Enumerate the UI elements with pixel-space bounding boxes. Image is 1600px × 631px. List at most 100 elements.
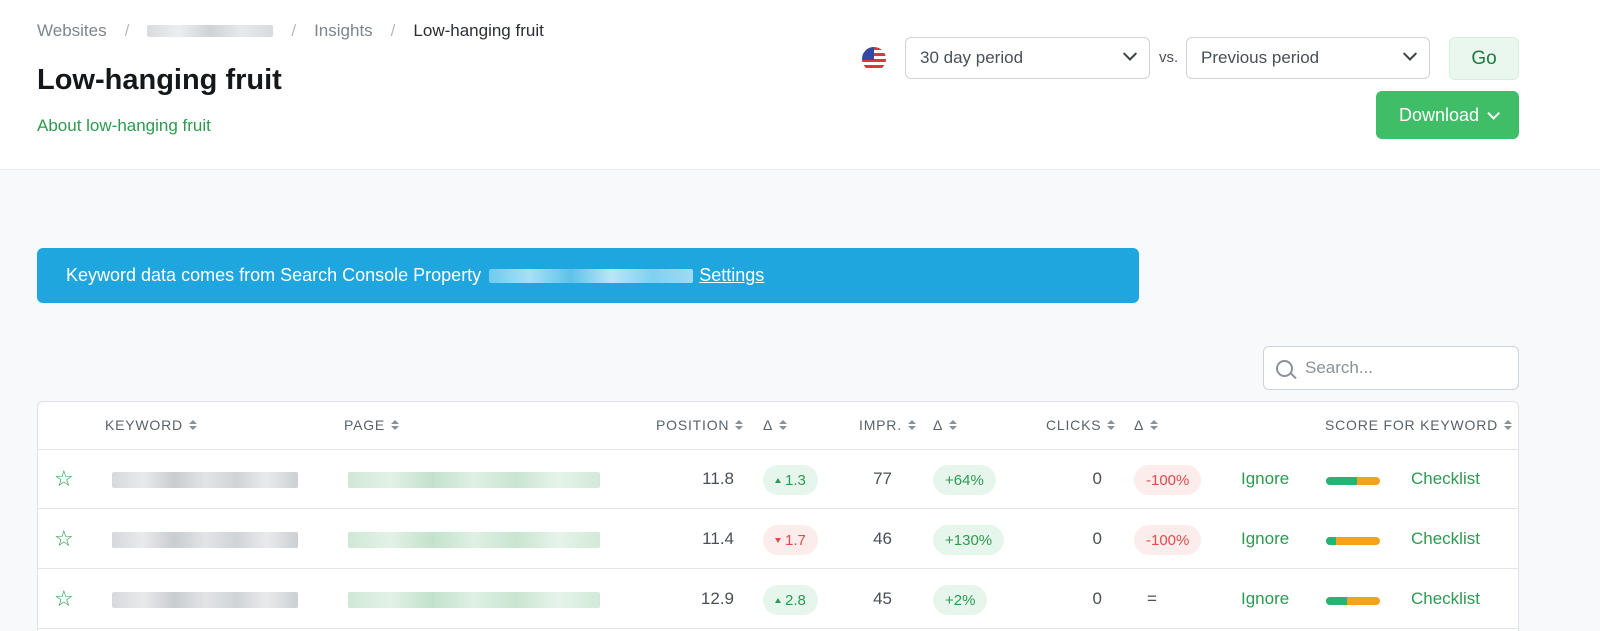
period-select[interactable]: 30 day period xyxy=(905,37,1150,79)
compare-select[interactable]: Previous period xyxy=(1186,37,1430,79)
column-header-clicks-delta-label: Δ xyxy=(1134,417,1145,433)
go-button[interactable]: Go xyxy=(1449,37,1519,80)
position-delta-badge: 1.7 xyxy=(763,525,818,555)
breadcrumb-separator: / xyxy=(390,21,396,40)
position-value: 12.9 xyxy=(700,589,734,608)
column-header-clicks[interactable]: CLICKS xyxy=(1046,417,1116,433)
keyword-cell-redacted xyxy=(112,472,298,488)
column-header-impressions-delta[interactable]: Δ xyxy=(933,417,958,433)
score-bar xyxy=(1326,537,1380,545)
position-delta-badge: 2.8 xyxy=(763,585,818,615)
position-delta-badge: 1.3 xyxy=(763,465,818,495)
column-header-position-delta[interactable]: Δ xyxy=(763,417,788,433)
page-title: Low-hanging fruit xyxy=(37,64,282,96)
sort-icon xyxy=(907,420,916,430)
vs-label: vs. xyxy=(1159,49,1179,66)
impressions-delta-badge: +2% xyxy=(933,585,988,615)
period-select-value: 30 day period xyxy=(920,48,1024,67)
sort-icon xyxy=(188,420,197,430)
star-icon[interactable]: ☆ xyxy=(54,526,74,551)
banner-settings-link[interactable]: Settings xyxy=(699,265,765,285)
column-header-keyword-label: KEYWORD xyxy=(105,417,183,433)
page-cell-redacted[interactable] xyxy=(348,592,600,608)
score-bar-fill xyxy=(1326,477,1358,485)
chevron-down-icon xyxy=(1487,106,1501,120)
arrow-down-icon xyxy=(775,537,781,543)
position-value: 11.4 xyxy=(702,529,734,548)
clicks-delta-badge: -100% xyxy=(1134,525,1202,555)
download-button-label: Download xyxy=(1398,104,1480,125)
clicks-value: 0 xyxy=(1092,589,1102,608)
column-header-page-label: PAGE xyxy=(344,417,386,433)
sort-icon xyxy=(779,420,788,430)
search-icon xyxy=(1276,359,1293,377)
chevron-down-icon xyxy=(1122,46,1138,61)
sort-icon xyxy=(1107,420,1116,430)
column-header-impressions[interactable]: IMPR. xyxy=(859,417,916,433)
star-icon[interactable]: ☆ xyxy=(54,466,74,491)
search-input[interactable] xyxy=(1305,358,1505,378)
us-flag-icon[interactable] xyxy=(862,47,886,71)
clicks-delta-value: = xyxy=(1147,589,1157,608)
breadcrumb-websites-link[interactable]: Websites xyxy=(37,21,107,40)
position-value: 11.8 xyxy=(702,469,734,488)
about-link[interactable]: About low-hanging fruit xyxy=(37,116,211,135)
star-icon[interactable]: ☆ xyxy=(54,586,74,611)
column-header-score[interactable]: SCORE FOR KEYWORD xyxy=(1325,417,1513,433)
page-cell-redacted[interactable] xyxy=(348,472,600,488)
score-bar xyxy=(1326,597,1380,605)
page-header: Websites / / Insights / Low-hanging frui… xyxy=(0,0,1600,170)
column-header-score-label: SCORE FOR KEYWORD xyxy=(1325,417,1499,433)
column-header-page[interactable]: PAGE xyxy=(344,417,400,433)
ignore-link[interactable]: Ignore xyxy=(1241,469,1290,488)
chevron-down-icon xyxy=(1402,46,1418,61)
impressions-value: 45 xyxy=(873,589,892,608)
breadcrumb-insights-link[interactable]: Insights xyxy=(314,21,373,40)
compare-select-value: Previous period xyxy=(1201,48,1320,67)
breadcrumb-current: Low-hanging fruit xyxy=(413,21,544,40)
sort-icon xyxy=(949,420,958,430)
download-button[interactable]: Download xyxy=(1376,91,1519,139)
sort-icon xyxy=(391,420,400,430)
column-header-clicks-delta[interactable]: Δ xyxy=(1134,417,1159,433)
checklist-link[interactable]: Checklist xyxy=(1411,529,1480,548)
clicks-value: 0 xyxy=(1092,469,1102,488)
impressions-delta-badge: +130% xyxy=(933,525,1005,555)
search-console-property-redacted xyxy=(489,268,694,283)
keyword-cell-redacted xyxy=(112,532,298,548)
ignore-link[interactable]: Ignore xyxy=(1241,589,1290,608)
breadcrumb-separator: / xyxy=(291,21,297,40)
breadcrumb-separator: / xyxy=(124,21,130,40)
position-delta-value: 2.8 xyxy=(785,591,806,609)
breadcrumb-website-redacted[interactable] xyxy=(147,25,274,37)
sort-icon xyxy=(1504,420,1513,430)
impressions-value: 77 xyxy=(873,469,892,488)
column-header-keyword[interactable]: KEYWORD xyxy=(105,417,197,433)
score-bar-fill xyxy=(1326,597,1347,605)
checklist-link[interactable]: Checklist xyxy=(1411,589,1480,608)
impressions-value: 46 xyxy=(873,529,892,548)
ignore-link[interactable]: Ignore xyxy=(1241,529,1290,548)
score-bar-fill xyxy=(1326,537,1336,545)
sort-icon xyxy=(1150,420,1159,430)
checklist-link[interactable]: Checklist xyxy=(1411,469,1480,488)
impressions-delta-badge: +64% xyxy=(933,465,996,495)
column-header-position-delta-label: Δ xyxy=(763,417,774,433)
keyword-cell-redacted xyxy=(112,592,298,608)
column-header-position[interactable]: POSITION xyxy=(656,417,744,433)
table-row: ☆ 11.4 1.7 46 +130% 0 -100% Ignore Check… xyxy=(38,510,1518,569)
search-console-info-banner: Keyword data comes from Search Console P… xyxy=(37,248,1139,303)
arrow-up-icon xyxy=(775,477,781,483)
arrow-up-icon xyxy=(775,597,781,603)
clicks-value: 0 xyxy=(1092,529,1102,548)
banner-text: Keyword data comes from Search Console P… xyxy=(66,265,482,285)
column-header-impressions-delta-label: Δ xyxy=(933,417,944,433)
clicks-delta-badge: -100% xyxy=(1134,465,1202,495)
table-header-divider xyxy=(38,449,1518,450)
page-cell-redacted[interactable] xyxy=(348,532,600,548)
position-delta-value: 1.7 xyxy=(785,531,806,549)
search-box[interactable] xyxy=(1263,346,1519,390)
keyword-table: KEYWORD PAGE POSITION Δ IMPR. Δ CLICKS Δ… xyxy=(37,401,1519,631)
column-header-clicks-label: CLICKS xyxy=(1046,417,1102,433)
table-row: ☆ 12.9 2.8 45 +2% 0 = Ignore Checklist xyxy=(38,570,1518,629)
